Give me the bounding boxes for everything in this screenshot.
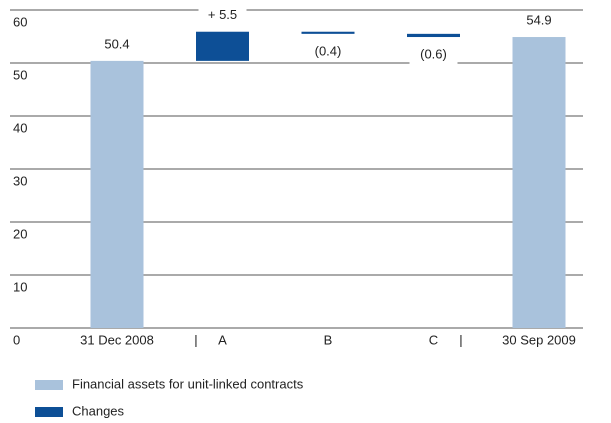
y-tick-label: 10 (13, 279, 27, 294)
legend-label: Financial assets for unit-linked contrac… (72, 376, 304, 391)
x-tick-label: A (218, 332, 227, 347)
total-bar (90, 60, 144, 328)
label-bg (409, 46, 458, 65)
value-label: (0.6) (420, 46, 447, 61)
separator: | (459, 332, 462, 347)
label-bg (198, 6, 247, 25)
y-tick-label: 50 (13, 67, 27, 82)
x-tick-label: 31 Dec 2008 (80, 332, 154, 347)
change-bar (407, 33, 460, 38)
x-tick-label: C (429, 332, 438, 347)
value-label: 50.4 (104, 36, 129, 51)
change-bar (196, 31, 249, 61)
value-label: 54.9 (526, 12, 551, 27)
y-tick-label: 60 (13, 14, 27, 29)
y-tick-label: 30 (13, 173, 27, 188)
change-bar (301, 31, 355, 34)
label-bg (93, 35, 141, 54)
separator: | (194, 332, 197, 347)
legend-swatch (35, 380, 63, 390)
legend-swatch (35, 407, 63, 417)
legend-label: Changes (72, 403, 125, 418)
y-tick-label: 0 (13, 332, 20, 347)
value-label: (0.4) (315, 43, 342, 58)
y-tick-label: 40 (13, 120, 27, 135)
x-tick-label: B (324, 332, 333, 347)
total-bar (512, 37, 566, 328)
y-tick-label: 20 (13, 226, 27, 241)
x-tick-label: 30 Sep 2009 (502, 332, 576, 347)
label-bg (515, 12, 563, 31)
label-bg (304, 42, 352, 61)
value-label: + 5.5 (208, 7, 237, 22)
